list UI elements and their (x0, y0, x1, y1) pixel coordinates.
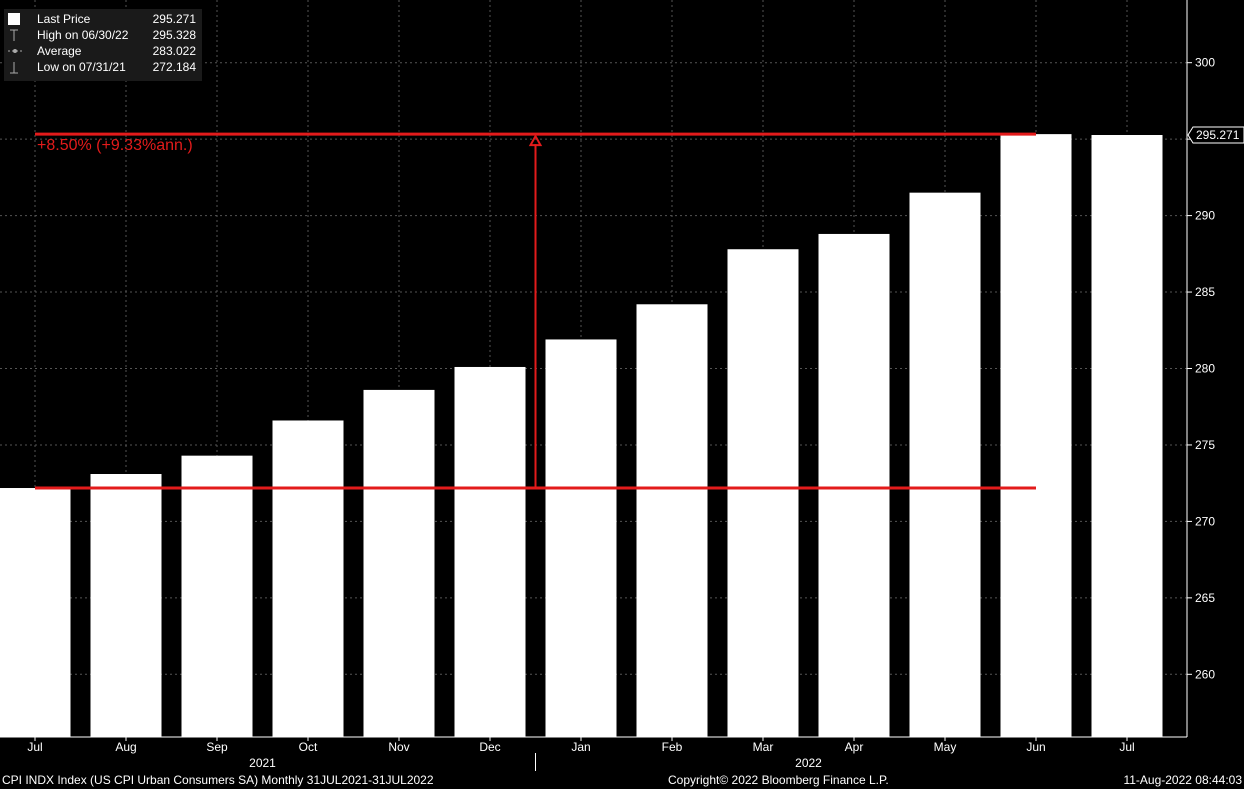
x-tick-label: Sep (206, 740, 228, 754)
x-tick-label: Aug (115, 740, 136, 754)
high-marker-icon (8, 29, 20, 41)
y-tick-label: 300 (1195, 56, 1215, 70)
bar (1091, 134, 1163, 737)
legend-value: 295.271 (152, 12, 196, 26)
x-tick-label: Feb (662, 740, 683, 754)
year-label: 2021 (249, 756, 276, 770)
low-marker-icon (8, 61, 20, 74)
change-arrow-head (528, 134, 543, 147)
y-tick-label: 280 (1195, 362, 1215, 376)
legend-row-low: Low on 07/31/21 272.184 (4, 59, 202, 75)
change-annotation: +8.50% (+9.33%ann.) (35, 132, 1036, 490)
change-label: +8.50% (+9.33%ann.) (37, 137, 193, 154)
footer-timestamp: 11-Aug-2022 08:44:03 (1123, 773, 1242, 787)
year-label: 2022 (795, 756, 822, 770)
bar (181, 455, 253, 737)
bar (90, 474, 162, 737)
legend-label: Average (37, 44, 82, 58)
x-tick-label: Apr (845, 740, 864, 754)
y-tick-label: 285 (1195, 285, 1215, 299)
bar (909, 192, 981, 738)
y-tick-label: 290 (1195, 209, 1215, 223)
legend-value: 283.022 (152, 44, 196, 58)
bar (818, 233, 890, 738)
legend-row-high: High on 06/30/22 295.328 (4, 27, 202, 43)
x-tick-label: Jul (27, 740, 42, 754)
bar (1000, 134, 1072, 738)
bar (0, 488, 71, 737)
axes: 260 265 270 275 280 285 290 300 295.271 Jul Aug Sep… (0, 0, 1244, 771)
x-tick-label: Jul (1119, 740, 1134, 754)
bar (454, 366, 526, 737)
footer-security-description: CPI INDX Index (US CPI Urban Consumers S… (2, 773, 434, 787)
bar (545, 339, 617, 737)
bar (636, 304, 708, 737)
average-marker-icon (8, 45, 22, 57)
x-tick-label: Jun (1026, 740, 1045, 754)
y-tick-label: 270 (1195, 514, 1215, 528)
footer-copyright: Copyright© 2022 Bloomberg Finance L.P. (668, 773, 889, 787)
legend-label: High on 06/30/22 (37, 28, 129, 42)
legend-row-average: Average 283.022 (4, 43, 202, 59)
x-tick-label: Jan (571, 740, 590, 754)
legend-row-last-price: Last Price 295.271 (4, 11, 202, 27)
legend-label: Low on 07/31/21 (37, 60, 126, 74)
x-tick-label: Mar (753, 740, 774, 754)
legend-value: 272.184 (152, 60, 196, 74)
bar (272, 420, 344, 737)
bar (363, 389, 435, 737)
bar (727, 249, 799, 737)
filled-square-icon (8, 13, 20, 25)
legend-value: 295.328 (152, 28, 196, 42)
bars (0, 134, 1163, 738)
x-tick-label: Oct (299, 740, 318, 754)
y-tick-label: 260 (1195, 667, 1215, 681)
x-tick-label: Nov (388, 740, 409, 754)
last-price-label: 295.271 (1196, 128, 1240, 142)
x-tick-label: May (934, 740, 957, 754)
last-price-tag (1187, 126, 1244, 144)
x-tick-label: Dec (479, 740, 500, 754)
legend: Last Price 295.271 High on 06/30/22 295.… (4, 9, 202, 81)
legend-label: Last Price (37, 12, 91, 26)
y-tick-label: 265 (1195, 591, 1215, 605)
y-tick-label: 275 (1195, 438, 1215, 452)
